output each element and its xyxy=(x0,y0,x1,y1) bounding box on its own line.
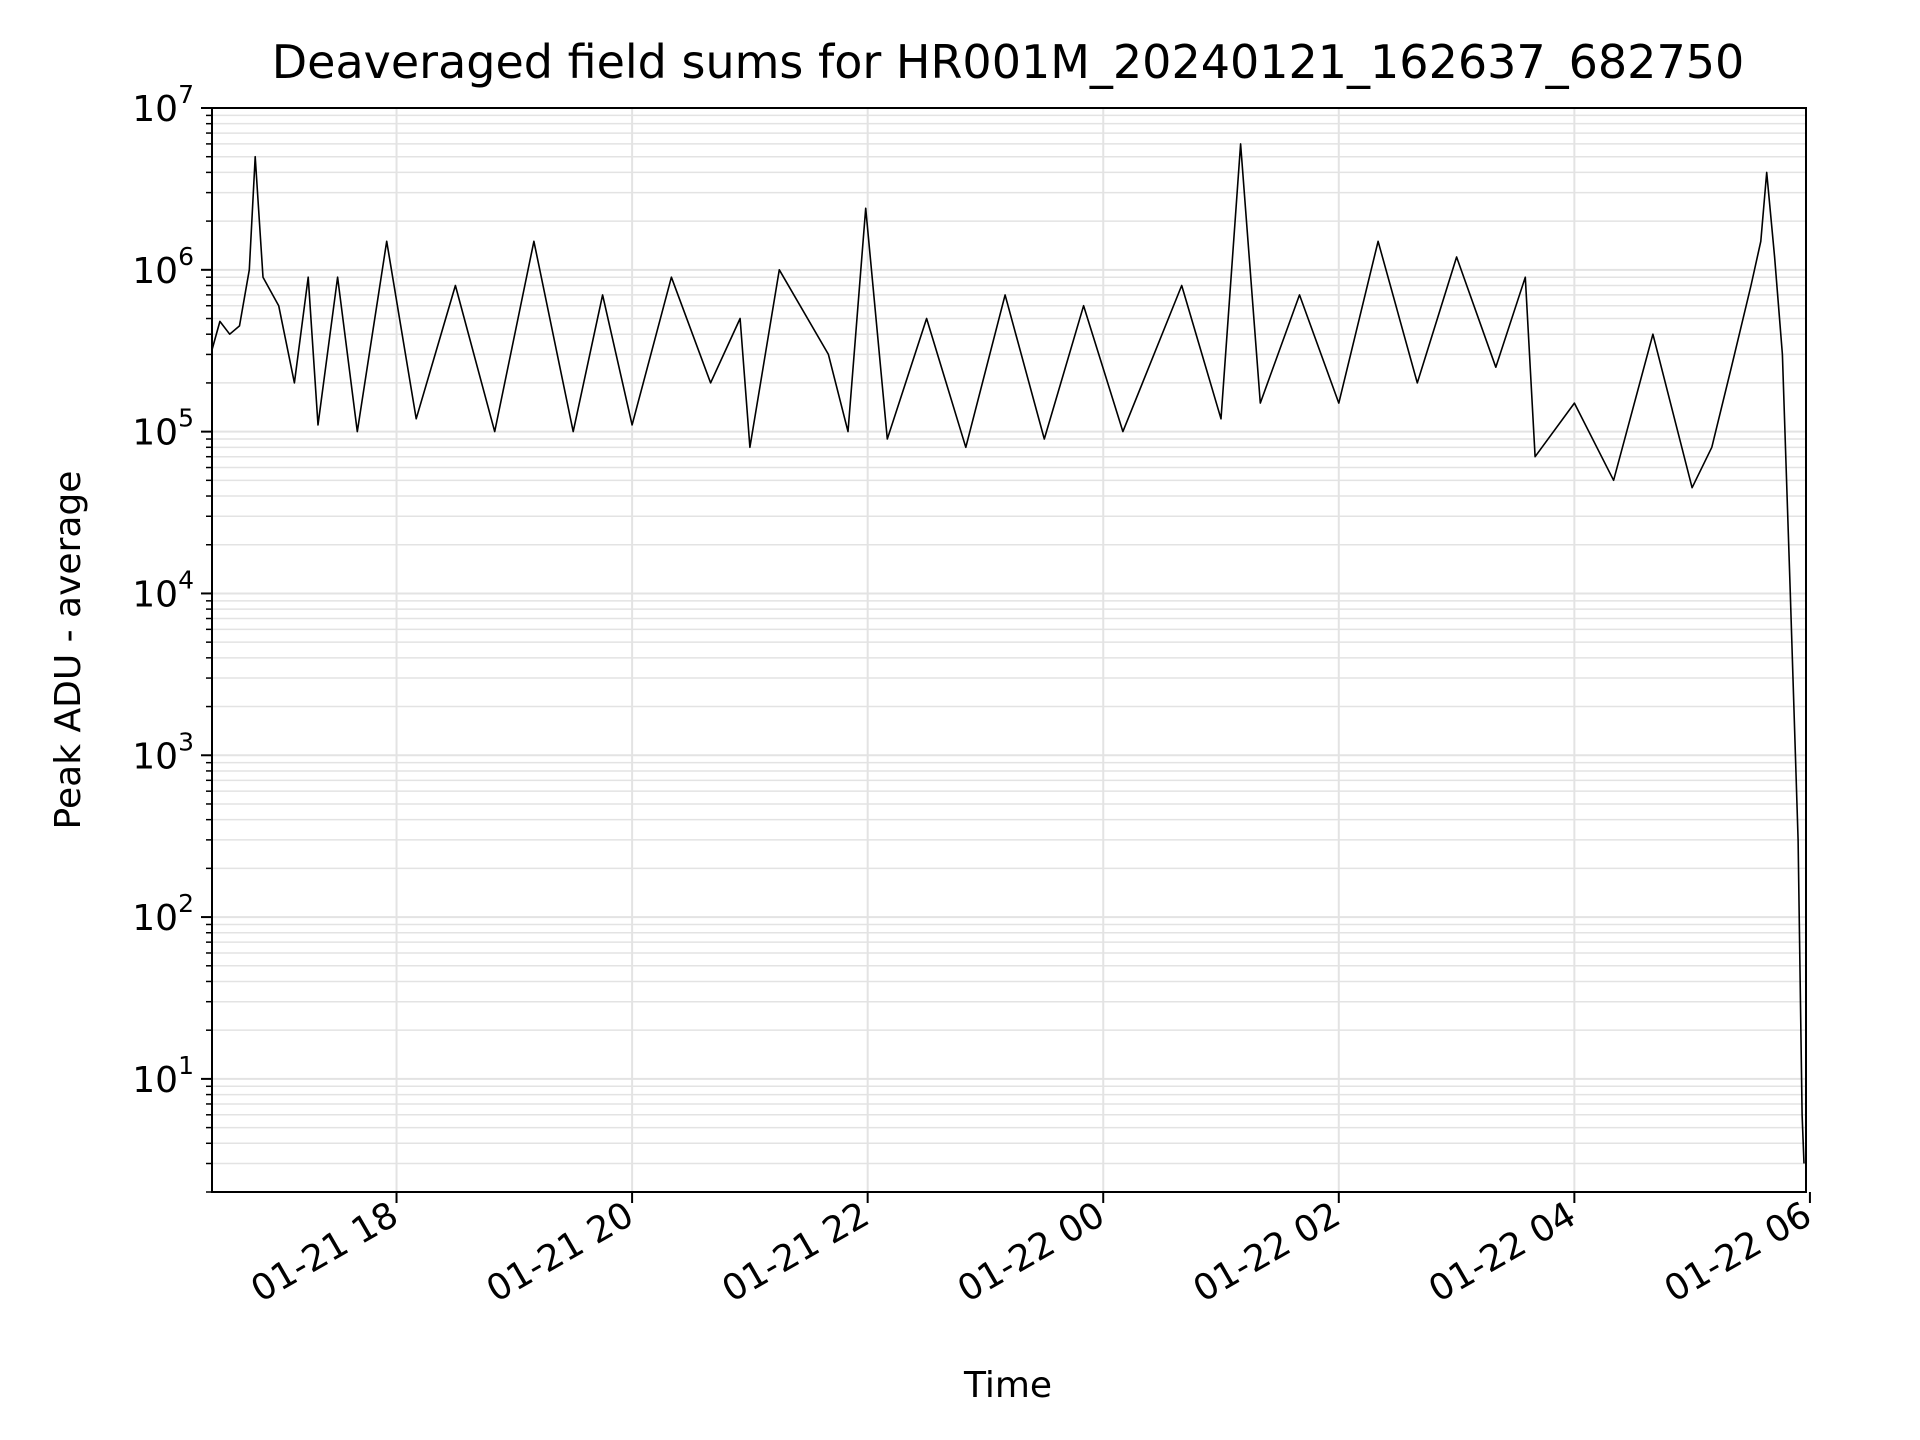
series-line xyxy=(211,143,1805,1164)
y-tick-label: 106 xyxy=(132,242,194,292)
y-tick-label: 103 xyxy=(132,727,194,777)
y-tick-label: 104 xyxy=(132,565,194,615)
y-tick-label: 107 xyxy=(132,80,194,130)
y-axis-label: Peak ADU - average xyxy=(48,471,89,830)
plot-frame xyxy=(211,107,1807,1193)
y-tick-label: 102 xyxy=(132,889,194,939)
grid-lines xyxy=(212,107,1806,1193)
series-layer xyxy=(211,143,1805,1164)
y-tick-label: 101 xyxy=(132,1051,194,1101)
y-tick-label: 105 xyxy=(132,404,194,454)
x-axis-label: Time xyxy=(963,1365,1052,1406)
y-axis-ticks: 101 102 103 104 105 106 107 xyxy=(132,80,212,1193)
chart-title: Deaveraged field sums for HR001M_2024012… xyxy=(272,35,1745,89)
